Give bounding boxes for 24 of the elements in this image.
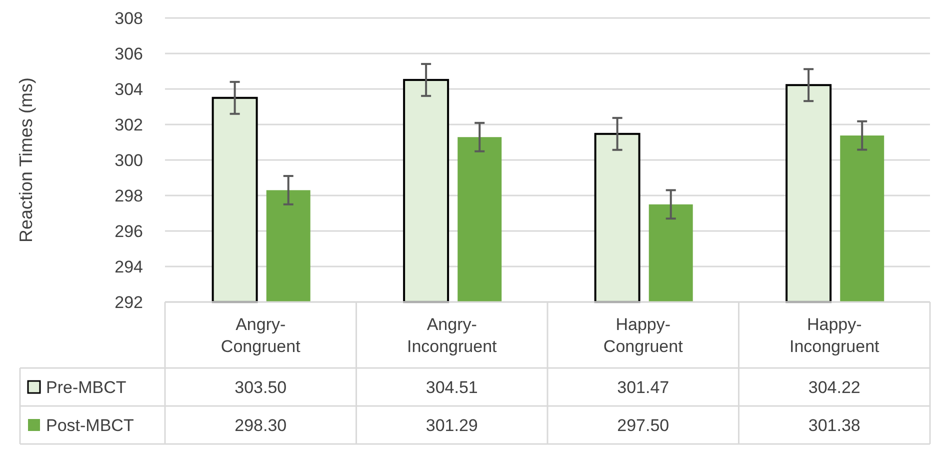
data-label: 301.47 xyxy=(617,378,670,397)
y-tick-label: 296 xyxy=(114,222,143,241)
data-label: 301.29 xyxy=(426,416,478,435)
y-tick-label: 292 xyxy=(114,292,143,312)
y-tick-label: 300 xyxy=(114,150,143,170)
y-tick-label: 306 xyxy=(114,44,143,64)
x-tick-label: Happy-Congruent xyxy=(603,314,684,356)
data-label: 304.51 xyxy=(426,378,478,397)
y-tick-label: 308 xyxy=(114,8,143,28)
legend-label: Post-MBCT xyxy=(46,416,134,435)
y-axis-title: Reaction Times (ms) xyxy=(16,77,36,243)
x-tick-label: Angry-Congruent xyxy=(220,314,301,356)
data-label: 297.50 xyxy=(617,416,670,435)
data-label: 298.30 xyxy=(234,416,287,435)
data-label: 304.22 xyxy=(808,378,860,397)
legend-label: Pre-MBCT xyxy=(46,378,126,397)
x-tick-label: Happy-Incongruent xyxy=(789,314,880,356)
x-tick-label: Angry-Incongruent xyxy=(406,314,498,356)
y-tick-label: 294 xyxy=(114,257,143,276)
y-tick-label: 304 xyxy=(114,80,143,99)
data-label: 301.38 xyxy=(808,416,860,435)
y-tick-label: 302 xyxy=(114,115,143,134)
data-label: 303.50 xyxy=(234,378,287,397)
y-tick-label: 298 xyxy=(114,186,143,206)
